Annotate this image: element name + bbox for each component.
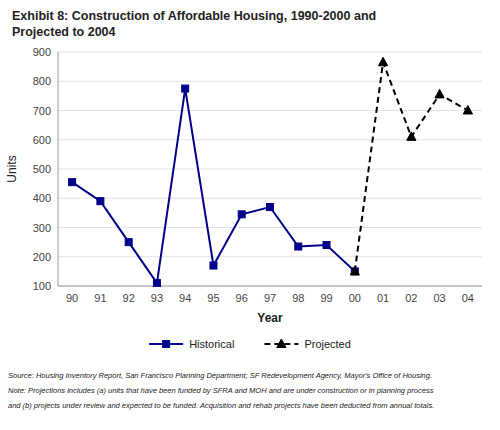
legend-marker [163, 341, 170, 348]
x-tick-label: 91 [94, 292, 106, 304]
title-line: Projected to 2004 [12, 25, 116, 39]
x-tick-label: 93 [151, 292, 163, 304]
y-axis-line [58, 52, 59, 286]
annotation: Source: Housing Inventory Report, San Fr… [8, 371, 432, 380]
grid [58, 52, 482, 286]
line [355, 62, 468, 271]
title: Exhibit 8: Construction of Affordable Ho… [12, 9, 376, 39]
point [210, 262, 217, 269]
x-tick-label: 97 [264, 292, 276, 304]
x-tick-label: 99 [320, 292, 332, 304]
point [182, 85, 189, 92]
point [97, 198, 104, 205]
point [153, 280, 160, 287]
y-tick-label: 500 [33, 163, 51, 175]
chart: Exhibit 8: Construction of Affordable Ho… [0, 0, 500, 430]
x-tick-label: 04 [462, 292, 474, 304]
point [238, 211, 245, 218]
grid-line [58, 286, 482, 287]
series [69, 85, 359, 287]
grid-line [58, 169, 482, 170]
legend-label: Historical [189, 338, 234, 350]
legend-marker [277, 339, 286, 348]
grid-line [58, 256, 482, 257]
series [350, 57, 472, 275]
point [378, 57, 387, 66]
point [267, 204, 274, 211]
legend-item: Historical [149, 338, 234, 350]
x-axis-line [58, 286, 482, 287]
point [295, 243, 302, 250]
x-tick-label: 95 [207, 292, 219, 304]
annotation: Note: Projections includes (a) units tha… [8, 386, 434, 395]
point [125, 239, 132, 246]
y-tick-label: 100 [33, 280, 51, 292]
y-tick-label: 200 [33, 251, 51, 263]
title-line: Exhibit 8: Construction of Affordable Ho… [12, 9, 376, 23]
y-tick-label: 400 [33, 192, 51, 204]
x-tick-label: 96 [236, 292, 248, 304]
point [435, 89, 444, 98]
x-tick-label: 00 [349, 292, 361, 304]
y-tick-label: 800 [33, 75, 51, 87]
grid-line [58, 110, 482, 111]
y-tick-label: 300 [33, 222, 51, 234]
point [407, 132, 416, 141]
x-tick-label: 01 [377, 292, 389, 304]
legend: Historical Projected [149, 338, 351, 350]
x-tick-label: 03 [433, 292, 445, 304]
point [463, 106, 472, 115]
data-area [69, 57, 473, 286]
grid-line [58, 81, 482, 82]
y-tick-label: 600 [33, 134, 51, 146]
grid-line [58, 52, 482, 53]
annotation: and (b) projects under review and expect… [8, 401, 434, 410]
y-axis-label: Units [5, 155, 19, 182]
grid-line [58, 227, 482, 228]
grid-line [58, 198, 482, 199]
legend-label: Projected [304, 338, 350, 350]
x-tick-label: 90 [66, 292, 78, 304]
x-tick-label: 02 [405, 292, 417, 304]
x-tick-label: 98 [292, 292, 304, 304]
grid-line [58, 139, 482, 140]
x-axis-label: Year [257, 311, 283, 325]
y-tick-label: 700 [33, 105, 51, 117]
x-tick-label: 92 [123, 292, 135, 304]
y-tick-label: 900 [33, 46, 51, 58]
point [350, 266, 359, 275]
point [69, 179, 76, 186]
legend-item: Projected [264, 338, 350, 350]
point [323, 242, 330, 249]
x-tick-label: 94 [179, 292, 191, 304]
line [72, 89, 355, 284]
